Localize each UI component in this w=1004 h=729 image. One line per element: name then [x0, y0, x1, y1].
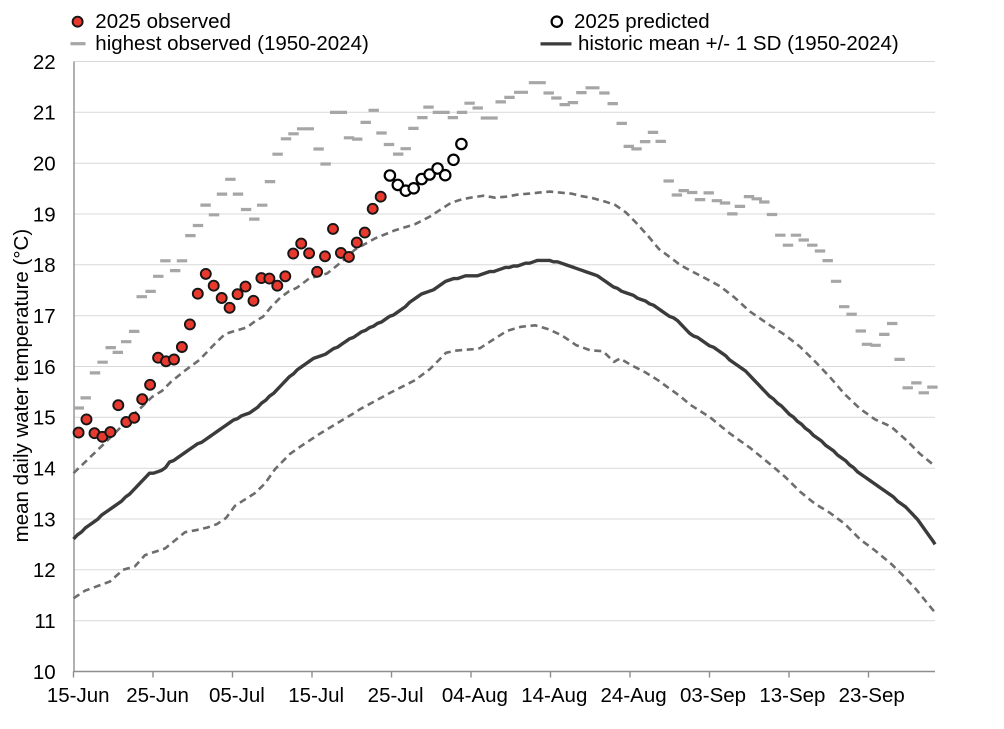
svg-text:25-Jun: 25-Jun	[126, 684, 189, 707]
svg-text:mean daily water temperature (: mean daily water temperature (°C)	[10, 229, 33, 543]
svg-text:25-Jul: 25-Jul	[368, 684, 424, 707]
svg-text:13: 13	[33, 508, 56, 531]
svg-text:2025 predicted: 2025 predicted	[574, 10, 710, 33]
svg-text:15-Jun: 15-Jun	[47, 684, 110, 707]
svg-text:12: 12	[33, 559, 56, 582]
svg-text:18: 18	[33, 254, 56, 277]
svg-text:2025 observed: 2025 observed	[95, 10, 231, 33]
svg-text:11: 11	[34, 610, 55, 633]
svg-text:10: 10	[33, 661, 56, 684]
svg-text:15-Jul: 15-Jul	[288, 684, 344, 707]
svg-text:19: 19	[33, 203, 56, 226]
svg-text:22: 22	[33, 51, 56, 74]
svg-text:04-Aug: 04-Aug	[442, 684, 508, 707]
svg-text:14-Aug: 14-Aug	[521, 684, 587, 707]
svg-text:13-Sep: 13-Sep	[759, 684, 825, 707]
svg-text:15: 15	[33, 407, 56, 430]
svg-text:03-Sep: 03-Sep	[680, 684, 746, 707]
svg-text:23-Sep: 23-Sep	[839, 684, 905, 707]
svg-text:24-Aug: 24-Aug	[601, 684, 667, 707]
svg-text:21: 21	[33, 102, 56, 125]
svg-text:14: 14	[33, 458, 56, 481]
svg-text:05-Jul: 05-Jul	[209, 684, 265, 707]
svg-text:20: 20	[33, 153, 56, 176]
svg-text:16: 16	[33, 356, 56, 379]
svg-text:highest observed (1950-2024): highest observed (1950-2024)	[95, 32, 369, 55]
svg-text:17: 17	[33, 305, 56, 328]
svg-text:historic mean +/- 1 SD (1950-2: historic mean +/- 1 SD (1950-2024)	[578, 32, 899, 55]
